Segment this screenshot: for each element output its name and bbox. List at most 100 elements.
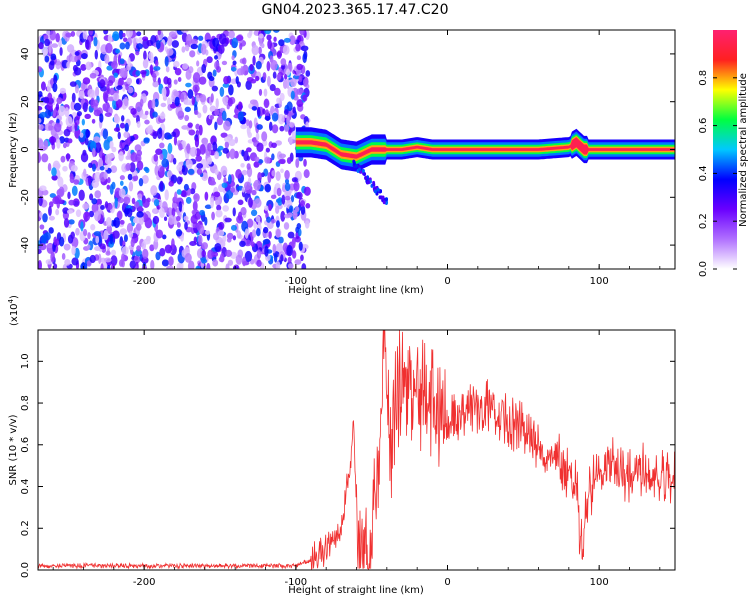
spectrogram-cell xyxy=(64,258,71,266)
spectrogram-cell xyxy=(122,84,126,92)
spectrogram-cell xyxy=(293,181,300,192)
spectrogram-cell xyxy=(266,216,272,223)
spectrogram-cell xyxy=(264,205,269,211)
spectrogram-cell xyxy=(121,246,129,256)
spectrogram-cell xyxy=(273,186,277,198)
spectrogram-cell xyxy=(242,57,247,65)
spectrogram-cell xyxy=(51,167,57,177)
spectrogram-cell xyxy=(286,115,290,126)
spectrogram-cell xyxy=(185,196,192,204)
spectrogram-cell xyxy=(93,136,101,143)
spectrogram-cell xyxy=(189,188,196,195)
spectrogram-cell xyxy=(135,78,140,85)
spectrogram-cell xyxy=(66,209,74,214)
spectrogram-cell xyxy=(199,144,206,155)
spectrogram-cell xyxy=(132,174,139,182)
spectrogram-cell xyxy=(152,215,160,225)
spectrogram-cell xyxy=(65,115,73,128)
spectrogram-cell xyxy=(127,86,134,94)
spectrogram-cell xyxy=(187,168,195,175)
spectrogram-cell xyxy=(46,82,52,93)
spectrogram-cell xyxy=(85,39,90,50)
spectrogram-cell xyxy=(257,172,262,182)
spectrogram-cell xyxy=(56,138,61,149)
spectrogram-cell xyxy=(176,189,182,195)
snr-x-tick-label: -100 xyxy=(284,577,307,588)
spectrogram-cell xyxy=(65,32,72,38)
spectrogram-cell xyxy=(376,187,380,192)
spectrogram-cell xyxy=(156,128,163,139)
spectrogram-cell xyxy=(249,99,258,105)
spectrogram-cell xyxy=(253,161,260,168)
spectrogram-cell xyxy=(104,112,112,117)
spectrogram-cell xyxy=(275,261,281,269)
spectrogram-cell xyxy=(38,105,43,111)
colorbar: 0.0 0.2 0.4 0.6 0.8 Normalized spectral ampl… xyxy=(698,30,749,277)
spectrogram-cell xyxy=(82,77,91,85)
spectrogram-cell xyxy=(95,235,100,244)
spectrogram-cell xyxy=(80,152,89,163)
spectrogram-cell xyxy=(106,184,111,190)
spectrogram-cell xyxy=(104,164,109,171)
spectrogram-cell xyxy=(248,120,253,129)
spectrogram-cell xyxy=(73,67,82,76)
spectrogram-cell xyxy=(211,85,218,92)
spectrogram-cell xyxy=(271,170,276,177)
spectrogram-cell xyxy=(96,198,102,206)
spectrogram-cell xyxy=(41,153,49,163)
spectrogram-cell xyxy=(275,171,281,182)
spectrogram-cell xyxy=(50,251,55,263)
spectrogram-cell xyxy=(382,200,386,205)
spectrogram-cell xyxy=(103,171,108,180)
spectrogram-cell xyxy=(248,197,253,208)
spectrogram-cell xyxy=(304,220,310,229)
spectrogram-cell xyxy=(164,189,169,201)
spectrogram-cell xyxy=(121,253,125,264)
spectrogram-cell xyxy=(271,124,279,134)
spectrogram-cell xyxy=(283,37,291,43)
spectrogram-cell xyxy=(296,63,303,71)
spectrogram-cell xyxy=(132,217,138,224)
spectrogram-y-ticks: -40 -20 0 20 40 xyxy=(20,48,675,253)
signal-band-layer xyxy=(295,137,675,159)
spectrogram-cell xyxy=(246,218,254,228)
spectrogram-cell xyxy=(55,103,60,111)
spectrogram-cell xyxy=(135,249,142,257)
spectrogram-cell xyxy=(215,199,220,206)
spectrogram-cell xyxy=(280,254,284,262)
spectrogram-cell xyxy=(122,32,126,38)
spectrogram-cell xyxy=(256,142,264,153)
spectrogram-cell xyxy=(91,118,96,124)
spectrogram-cell xyxy=(225,263,230,269)
spectrogram-cell xyxy=(114,197,118,209)
spectrogram-cell xyxy=(165,66,170,73)
spectrogram-cell xyxy=(115,99,123,108)
spectrogram-cell xyxy=(128,231,134,238)
spectrogram-cell xyxy=(286,157,292,165)
spectrogram-cell xyxy=(70,30,76,37)
spectrogram-cell xyxy=(117,131,121,140)
spectrogram-cell xyxy=(151,98,156,109)
spectrogram-cell xyxy=(181,165,186,173)
spectrogram-cell xyxy=(177,76,182,82)
spectrogram-cell xyxy=(254,198,262,208)
spectrogram-cell xyxy=(82,30,87,40)
spectrogram-cell xyxy=(296,99,304,108)
spectrogram-cell xyxy=(103,230,109,241)
spectrogram-cell xyxy=(271,153,275,161)
spectrogram-cell xyxy=(75,227,80,236)
spectrogram-cell xyxy=(152,131,158,140)
spectrogram-cell xyxy=(271,218,276,224)
spectrogram-cell xyxy=(290,90,295,100)
spectrogram-cell xyxy=(262,238,271,245)
spectrogram-cell xyxy=(280,210,286,222)
spectrogram-cell xyxy=(301,263,307,269)
spectrogram-cell xyxy=(219,86,225,97)
snr-y-label: SNR (10 * v/v) xyxy=(8,414,19,485)
spectrogram-cell xyxy=(105,42,113,54)
spectrogram-cell xyxy=(206,262,211,269)
spectrogram-cell xyxy=(273,36,277,42)
spectrogram-cell xyxy=(109,87,115,96)
spectrogram-cell xyxy=(95,141,102,153)
spectrogram-cell xyxy=(111,60,118,70)
